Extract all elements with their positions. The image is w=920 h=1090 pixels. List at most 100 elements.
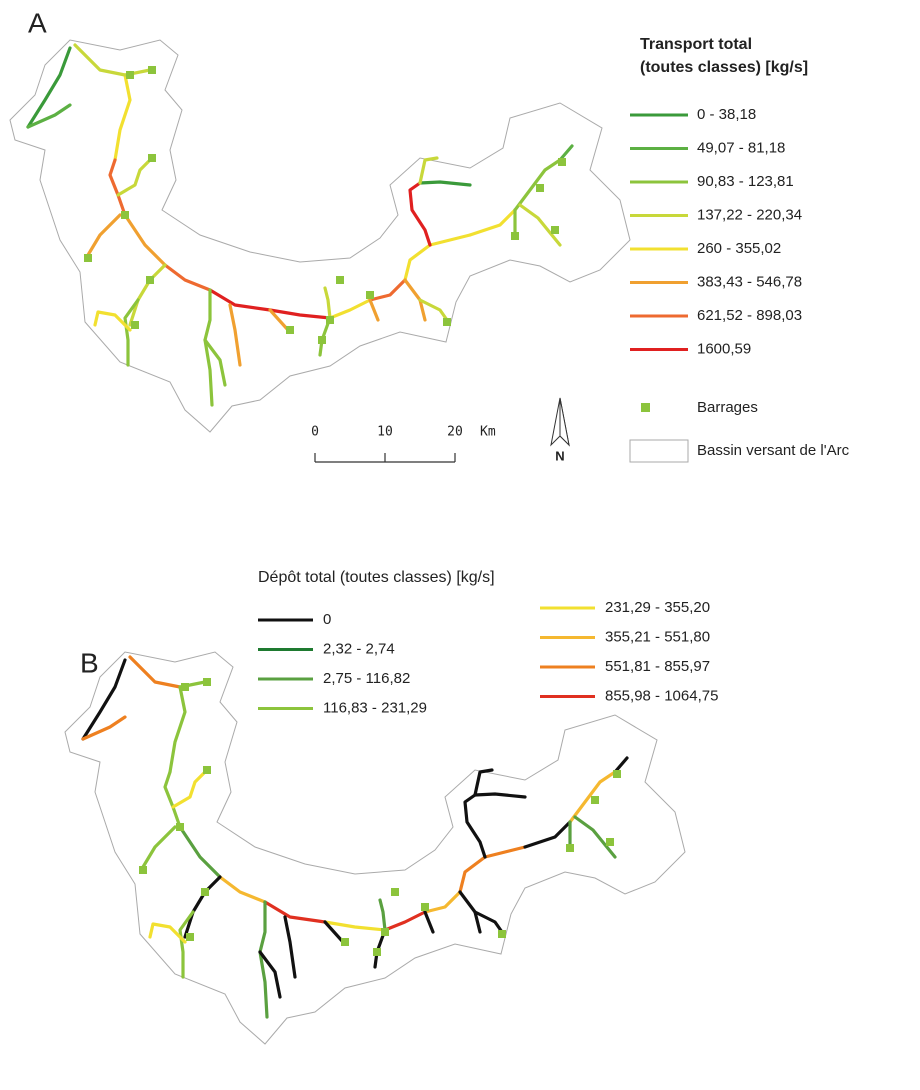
barrage: [148, 66, 156, 74]
legend-label: 231,29 - 355,20: [605, 599, 710, 616]
river-segment: [463, 793, 487, 859]
river-segment: [458, 845, 527, 894]
river-segment: [473, 768, 494, 797]
river-segment: [163, 770, 182, 829]
river-segment: [268, 308, 332, 320]
barrage: [181, 683, 189, 691]
barrage: [511, 232, 519, 240]
barrage-symbol: [641, 403, 650, 412]
barrage: [421, 903, 429, 911]
barrage: [131, 321, 139, 329]
river-segment: [523, 820, 572, 849]
map-a: [9, 39, 631, 433]
barrage: [566, 844, 574, 852]
river-segment: [368, 298, 380, 322]
legend-label: 1600,59: [697, 340, 751, 357]
river-segment: [513, 158, 562, 212]
barrage: [391, 888, 399, 896]
scale-label: 20: [447, 425, 463, 440]
river-segment: [573, 815, 617, 859]
barrage: [536, 184, 544, 192]
river-segment: [113, 73, 132, 162]
river-segment: [418, 298, 449, 322]
barrage: [381, 928, 389, 936]
map-b: [64, 651, 686, 1045]
legend-label: 2,32 - 2,74: [323, 640, 395, 657]
river-segment: [328, 298, 372, 320]
river-segment: [323, 286, 332, 320]
barrage: [139, 866, 147, 874]
river-segment: [368, 278, 407, 302]
barrage: [341, 938, 349, 946]
river-segment: [408, 181, 432, 247]
river-segment: [228, 303, 242, 367]
barrage: [203, 766, 211, 774]
barrage: [84, 254, 92, 262]
basin-symbol: [629, 439, 689, 463]
legend-label: 116,83 - 231,29: [323, 699, 427, 716]
river-segment: [473, 910, 504, 934]
barrage: [606, 838, 614, 846]
north-label: N: [555, 448, 564, 463]
river-segment: [258, 950, 282, 999]
river-segment: [73, 43, 127, 77]
river-segment: [283, 915, 297, 979]
barrage: [336, 276, 344, 284]
river-segment: [378, 898, 387, 932]
barrage: [591, 796, 599, 804]
barrage: [498, 930, 506, 938]
panel-label: B: [80, 647, 99, 678]
river-segment: [208, 288, 272, 312]
barrage: [318, 336, 326, 344]
barrage: [326, 316, 334, 324]
river-segment: [518, 203, 562, 247]
barrage: [146, 276, 154, 284]
river-segment: [383, 910, 427, 932]
river-segment: [323, 920, 345, 944]
barrage: [203, 678, 211, 686]
legend-label: 2,75 - 116,82: [323, 670, 410, 687]
river-segment: [468, 208, 517, 237]
river-segment: [418, 180, 472, 187]
barrage: [373, 948, 381, 956]
river-segment: [81, 715, 127, 741]
panel-label: A: [28, 7, 47, 38]
legend-label: 621,52 - 898,03: [697, 307, 802, 324]
river-segment: [568, 770, 617, 824]
river-segment: [148, 922, 187, 944]
legend-label: 137,22 - 220,34: [697, 206, 802, 223]
basin-outline: [64, 651, 686, 1045]
barrage: [126, 71, 134, 79]
barrage: [121, 211, 129, 219]
river-segment: [26, 103, 72, 129]
barrage: [148, 154, 156, 162]
river-segment: [218, 875, 267, 904]
legend-title: Transport total: [640, 36, 752, 53]
river-segment: [163, 263, 212, 292]
legend-label: Bassin versant de l'Arc: [697, 442, 850, 459]
river-segment: [403, 233, 472, 282]
scale-label: 10: [377, 425, 393, 440]
barrage: [201, 888, 209, 896]
river-segment: [108, 158, 127, 217]
north-arrow: [550, 397, 570, 447]
river-segment: [418, 156, 439, 185]
river-segment: [268, 308, 290, 332]
barrage: [443, 318, 451, 326]
river-segment: [168, 685, 187, 774]
barrage: [176, 823, 184, 831]
river-segment: [178, 910, 195, 979]
river-segment: [116, 158, 152, 197]
river-segment: [81, 658, 127, 741]
basin-outline: [9, 39, 631, 433]
legend-label: 90,83 - 123,81: [697, 173, 794, 190]
river-segment: [123, 213, 167, 267]
river-segment: [423, 890, 462, 914]
legend-label: 355,21 - 551,80: [605, 628, 710, 645]
river-segment: [263, 900, 327, 924]
legend-label: 855,98 - 1064,75: [605, 687, 718, 704]
river-segment: [178, 825, 222, 879]
river-segment: [613, 756, 629, 774]
legend-label: 551,81 - 855,97: [605, 658, 710, 675]
river-segment: [128, 655, 182, 689]
